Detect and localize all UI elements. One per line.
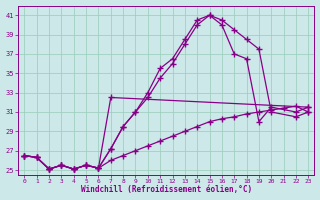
X-axis label: Windchill (Refroidissement éolien,°C): Windchill (Refroidissement éolien,°C) [81, 185, 252, 194]
